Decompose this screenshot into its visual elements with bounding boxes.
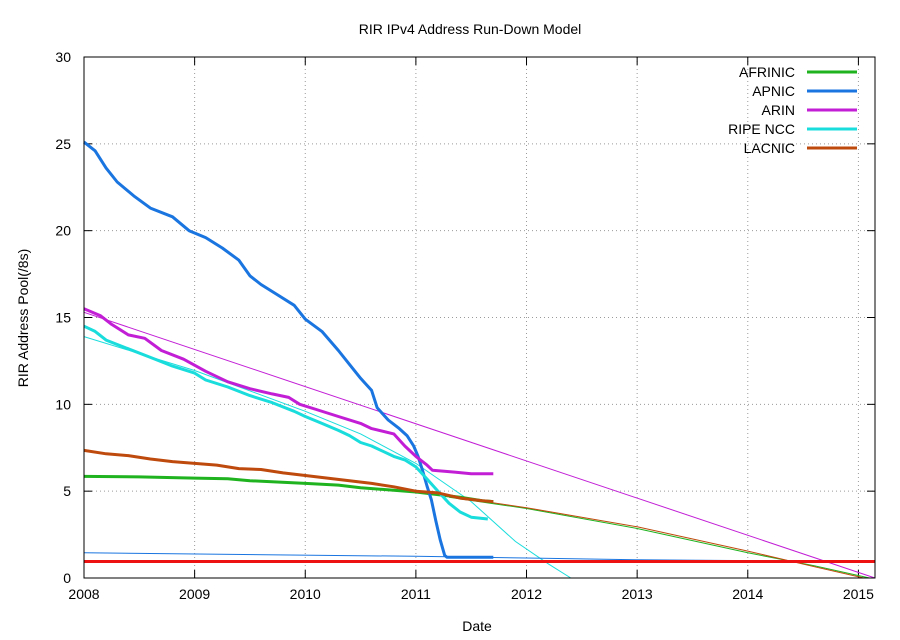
plot-frame: [83, 56, 876, 579]
legend-label: APNIC: [752, 83, 795, 99]
model-trend-line: [83, 311, 876, 579]
x-tick-labels: 2008 2009 2010 2011 2012 2013 2014 2015: [68, 586, 874, 602]
chart-title: RIR IPv4 Address Run-Down Model: [359, 21, 582, 37]
y-tick-label: 25: [55, 136, 71, 152]
y-tick-label: 15: [55, 310, 71, 326]
legend-label: LACNIC: [744, 140, 795, 156]
lacnic-series-line: [83, 448, 494, 504]
arin-series-line: [83, 307, 494, 476]
x-tick-label: 2010: [290, 586, 321, 602]
x-tick-label: 2015: [843, 586, 874, 602]
model-trend-line: [449, 495, 865, 579]
x-tick-label: 2014: [732, 586, 763, 602]
x-axis-title: Date: [462, 618, 492, 634]
legend-label: RIPE NCC: [728, 121, 795, 137]
x-tick-label: 2013: [622, 586, 653, 602]
y-tick-label: 5: [63, 483, 71, 499]
apnic-series-line: [83, 140, 494, 559]
model-trend-line: [449, 496, 870, 579]
legend-label: ARIN: [762, 102, 795, 118]
y-axis-title: RIR Address Pool(/8s): [15, 249, 31, 388]
ripe-ncc-series-line: [83, 324, 488, 521]
y-tick-label: 10: [55, 396, 71, 412]
legend-label: AFRINIC: [739, 64, 795, 80]
y-tick-label: 20: [55, 223, 71, 239]
data-series: [83, 140, 875, 563]
x-tick-label: 2009: [179, 586, 210, 602]
legend: AFRINIC APNIC ARIN RIPE NCC LACNIC: [728, 64, 857, 156]
x-tick-label: 2011: [401, 586, 431, 602]
y-tick-labels: 0 5 10 15 20 25 30: [55, 49, 71, 586]
y-tick-label: 0: [63, 570, 71, 586]
x-tick-label: 2008: [68, 586, 99, 602]
y-tick-label: 30: [55, 49, 71, 65]
x-tick-label: 2012: [511, 586, 542, 602]
